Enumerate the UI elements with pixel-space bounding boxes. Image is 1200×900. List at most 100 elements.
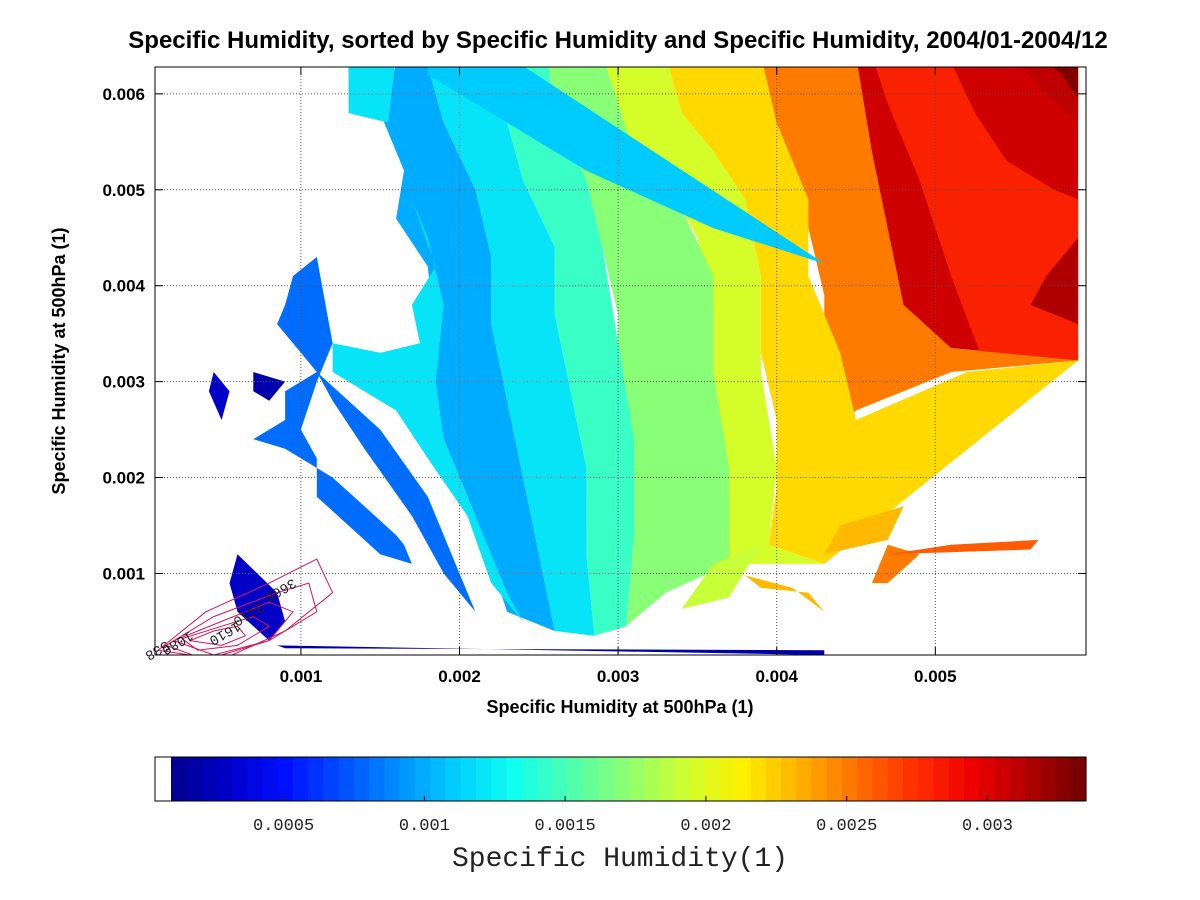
contour-region [668, 67, 1079, 564]
colorbar-swatch [582, 757, 599, 801]
colorbar-swatch [1040, 757, 1057, 801]
colorbar-swatch [1070, 757, 1087, 801]
contour-region [427, 67, 825, 264]
colorbar-swatch [613, 757, 630, 801]
colorbar-tick-label: 0.001 [399, 817, 450, 836]
colorbar-swatch [979, 757, 996, 801]
contour-region [745, 575, 825, 612]
colorbar-swatch [430, 757, 447, 801]
colorbar-swatch [232, 757, 248, 801]
contour-region [208, 372, 230, 420]
colorbar-swatch [399, 757, 416, 801]
colorbar-swatch [521, 757, 538, 801]
contour-region [380, 67, 555, 631]
colorbar-swatch [872, 757, 889, 801]
y-tick-label: 0.003 [102, 373, 145, 392]
colorbar: 0.0005 0.001 0.0015 0.002 0.0025 0.003 Specif… [154, 756, 1087, 875]
colorbar-swatch [887, 757, 904, 801]
contour-region [824, 506, 904, 555]
contour-line [173, 601, 294, 655]
colorbar-swatch [598, 757, 614, 801]
colorbar-swatch [857, 757, 874, 801]
colorbar-swatch [1009, 757, 1026, 801]
colorbar-white-cap [155, 757, 171, 801]
colorbar-swatch [323, 757, 340, 801]
plot-frame [154, 66, 1087, 656]
contour-region [548, 67, 730, 627]
y-axis: 0.001 0.002 0.003 0.004 0.005 0.006 [102, 85, 1086, 583]
colorbar-swatch [1055, 757, 1072, 801]
contour-region [253, 256, 412, 564]
colorbar-swatch [293, 757, 309, 801]
colorbar-swatch [186, 757, 203, 801]
colorbar-swatch [994, 757, 1011, 801]
contour-region [427, 67, 595, 636]
x-axis: 0.001 0.002 0.003 0.004 0.005 [280, 67, 957, 686]
colorbar-swatch [781, 757, 797, 801]
colorbar-swatch [735, 757, 752, 801]
colorbar-tick-label: 0.0005 [253, 817, 314, 836]
contour-region [1030, 237, 1079, 325]
x-axis-label: Specific Humidity at 500hPa (1) [486, 697, 753, 717]
colorbar-swatch [765, 757, 782, 801]
x-tick-label: 0.004 [755, 667, 798, 686]
contour-region [493, 67, 634, 636]
colorbar-swatch [643, 757, 660, 801]
colorbar-frame [154, 756, 1087, 802]
colorbar-swatch [811, 757, 828, 801]
colorbar-swatch [659, 757, 675, 801]
y-tick-label: 0.002 [102, 469, 145, 488]
contour-line [181, 616, 271, 651]
colorbar-swatch [1025, 757, 1041, 801]
y-tick-label: 0.001 [102, 564, 145, 583]
colorbar-tick-label: 0.002 [680, 817, 731, 836]
colorbar-title: Specific Humidity(1) [452, 844, 788, 875]
x-tick-label: 0.002 [438, 667, 481, 686]
contour-region [253, 372, 286, 401]
contour-region [887, 539, 1039, 555]
colorbar-swatch [369, 757, 386, 801]
contour-region [1021, 67, 1079, 123]
colorbar-swatch [948, 757, 965, 801]
colorbar-swatch [750, 757, 767, 801]
contour-region [1052, 67, 1079, 99]
y-tick-label: 0.005 [102, 181, 145, 200]
contour-region [316, 372, 476, 612]
contour-region [875, 67, 1079, 361]
colorbar-swatch [354, 757, 370, 801]
x-tick-label: 0.003 [597, 667, 640, 686]
colorbar-swatch [689, 757, 706, 801]
contour-region [871, 544, 920, 584]
colorbar-swatch [720, 757, 736, 801]
contour-region [681, 544, 761, 609]
y-axis-label: Specific Humidity at 500hPa (1) [49, 227, 69, 494]
colorbar-swatch [933, 757, 950, 801]
colorbar-swatches [171, 757, 1087, 801]
colorbar-swatch [842, 757, 858, 801]
gridlines [155, 67, 1086, 655]
colorbar-tick-label: 0.003 [962, 817, 1013, 836]
colorbar-swatch [247, 757, 264, 801]
colorbar-swatch [567, 757, 584, 801]
y-tick-label: 0.004 [102, 277, 145, 296]
colorbar-swatch [552, 757, 569, 801]
colorbar-swatch [537, 757, 553, 801]
contour-region [348, 67, 395, 123]
colorbar-swatch [704, 757, 721, 801]
colorbar-swatch [338, 757, 355, 801]
colorbar-swatch [674, 757, 691, 801]
colorbar-swatch [415, 757, 431, 801]
colorbar-swatch [384, 757, 401, 801]
contour-region [605, 67, 825, 564]
colorbar-swatch [476, 757, 492, 801]
colorbar-swatch [262, 757, 279, 801]
colorbar-swatch [918, 757, 935, 801]
colorbar-swatch [171, 757, 187, 801]
colorbar-swatch [201, 757, 218, 801]
contour-region [229, 554, 286, 641]
chart-title: Specific Humidity, sorted by Specific Hu… [128, 27, 1107, 54]
colorbar-swatch [445, 757, 462, 801]
colorbar-swatch [796, 757, 813, 801]
